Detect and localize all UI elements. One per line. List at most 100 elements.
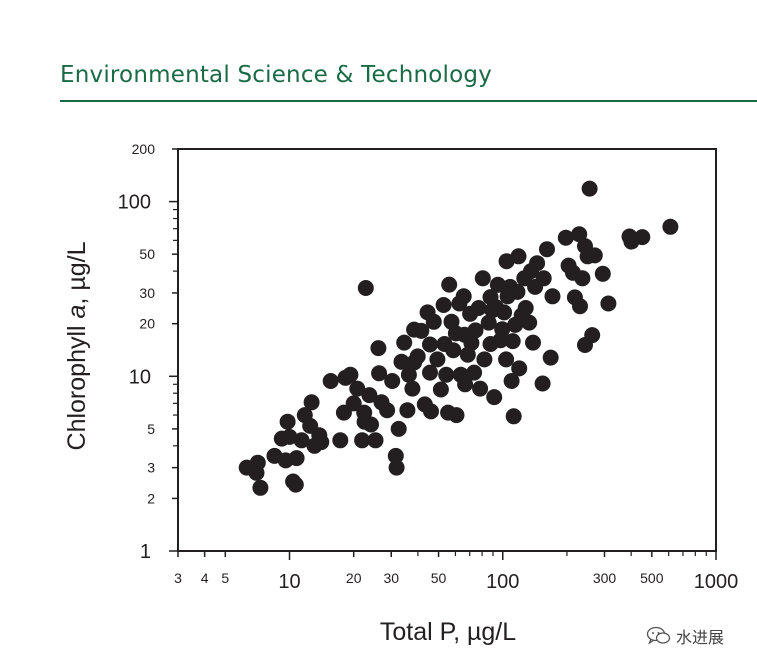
data-point — [557, 229, 574, 246]
y-axis-label-italic: a — [63, 304, 91, 318]
data-point — [448, 407, 465, 424]
data-point — [535, 270, 552, 287]
data-point — [363, 416, 379, 433]
data-point — [529, 255, 546, 272]
data-point — [594, 265, 611, 282]
x-tick-label: 10 — [278, 571, 300, 593]
data-point — [455, 288, 472, 305]
data-point — [349, 380, 366, 397]
data-point — [354, 432, 371, 449]
data-point — [293, 432, 310, 449]
data-point — [322, 373, 339, 389]
x-tick-label: 1000 — [694, 571, 739, 593]
data-point — [634, 229, 651, 246]
data-point — [435, 297, 452, 313]
chart-axes: 3 4 5 10 20 30 50 100 300 500 10001235102030501002… — [118, 141, 739, 593]
data-point — [432, 381, 449, 398]
data-point — [470, 300, 487, 316]
data-point — [521, 314, 538, 331]
x-tick-label: 300 — [593, 570, 617, 586]
data-point — [379, 402, 396, 419]
data-point — [281, 428, 298, 445]
data-point — [517, 300, 534, 316]
y-axis-label: Chlorophyll a, µg/L — [63, 241, 91, 450]
data-point — [288, 450, 305, 467]
y-tick-label: 10 — [129, 366, 151, 388]
data-point — [509, 283, 526, 300]
x-tick-label: 50 — [431, 570, 447, 586]
watermark-text: 水进展 — [676, 628, 725, 647]
data-point — [387, 447, 404, 464]
data-point — [498, 351, 515, 368]
y-tick-label: 2 — [147, 490, 155, 506]
plot-frame — [177, 148, 717, 552]
x-tick-label: 30 — [383, 570, 399, 586]
data-point — [279, 413, 296, 430]
data-points — [238, 180, 679, 496]
x-tick-label: 20 — [346, 570, 362, 586]
data-point — [467, 322, 484, 339]
data-point — [399, 402, 416, 419]
data-point — [332, 432, 349, 449]
data-point — [367, 432, 384, 449]
data-point — [544, 288, 561, 305]
data-point — [586, 247, 603, 264]
header-rule — [60, 100, 757, 102]
data-point — [252, 479, 269, 496]
data-point — [342, 366, 359, 383]
y-tick-label: 1 — [140, 541, 151, 563]
data-point — [472, 380, 489, 397]
x-tick-label: 4 — [201, 570, 209, 586]
data-point — [496, 304, 513, 321]
data-point — [422, 364, 438, 381]
data-point — [476, 351, 493, 368]
data-point — [413, 322, 430, 339]
data-point — [422, 336, 438, 353]
data-point — [510, 248, 527, 265]
data-point — [466, 364, 483, 381]
data-point — [445, 342, 462, 359]
y-tick-label: 30 — [139, 285, 155, 301]
data-point — [393, 353, 410, 370]
data-point — [361, 387, 378, 404]
data-point — [662, 218, 679, 235]
data-point — [534, 375, 551, 392]
data-point — [287, 476, 304, 493]
y-tick-label: 50 — [139, 246, 155, 262]
data-point — [489, 276, 506, 293]
y-tick-label: 200 — [132, 141, 156, 157]
data-point — [303, 394, 320, 411]
data-point — [486, 389, 503, 406]
data-point — [390, 420, 407, 437]
data-point — [400, 366, 417, 383]
data-point — [539, 241, 555, 258]
data-point — [370, 340, 387, 357]
data-point — [525, 334, 541, 351]
x-tick-label: 500 — [640, 570, 664, 586]
y-tick-label: 3 — [147, 460, 155, 476]
data-point — [248, 464, 265, 481]
data-point — [511, 360, 528, 377]
data-point — [474, 270, 491, 287]
data-point — [494, 321, 511, 338]
x-axis-label: Total P, µg/L — [380, 618, 516, 646]
data-point — [311, 427, 328, 444]
watermark: 水进展 — [646, 624, 724, 648]
x-tick-label: 3 — [174, 570, 182, 586]
y-axis-label-prefix: Chlorophyll — [63, 318, 91, 450]
data-point — [600, 295, 617, 312]
journal-title: Environmental Science & Technology — [60, 62, 493, 88]
data-point — [505, 408, 522, 425]
data-point — [542, 349, 559, 366]
x-tick-label: 100 — [486, 571, 519, 593]
data-point — [571, 226, 588, 243]
data-point — [429, 351, 446, 368]
data-point — [480, 314, 497, 331]
data-point — [463, 335, 480, 351]
data-point — [384, 373, 401, 389]
data-point — [581, 180, 598, 197]
x-tick-label: 5 — [221, 570, 229, 586]
data-point — [404, 380, 421, 397]
data-point — [503, 373, 520, 389]
